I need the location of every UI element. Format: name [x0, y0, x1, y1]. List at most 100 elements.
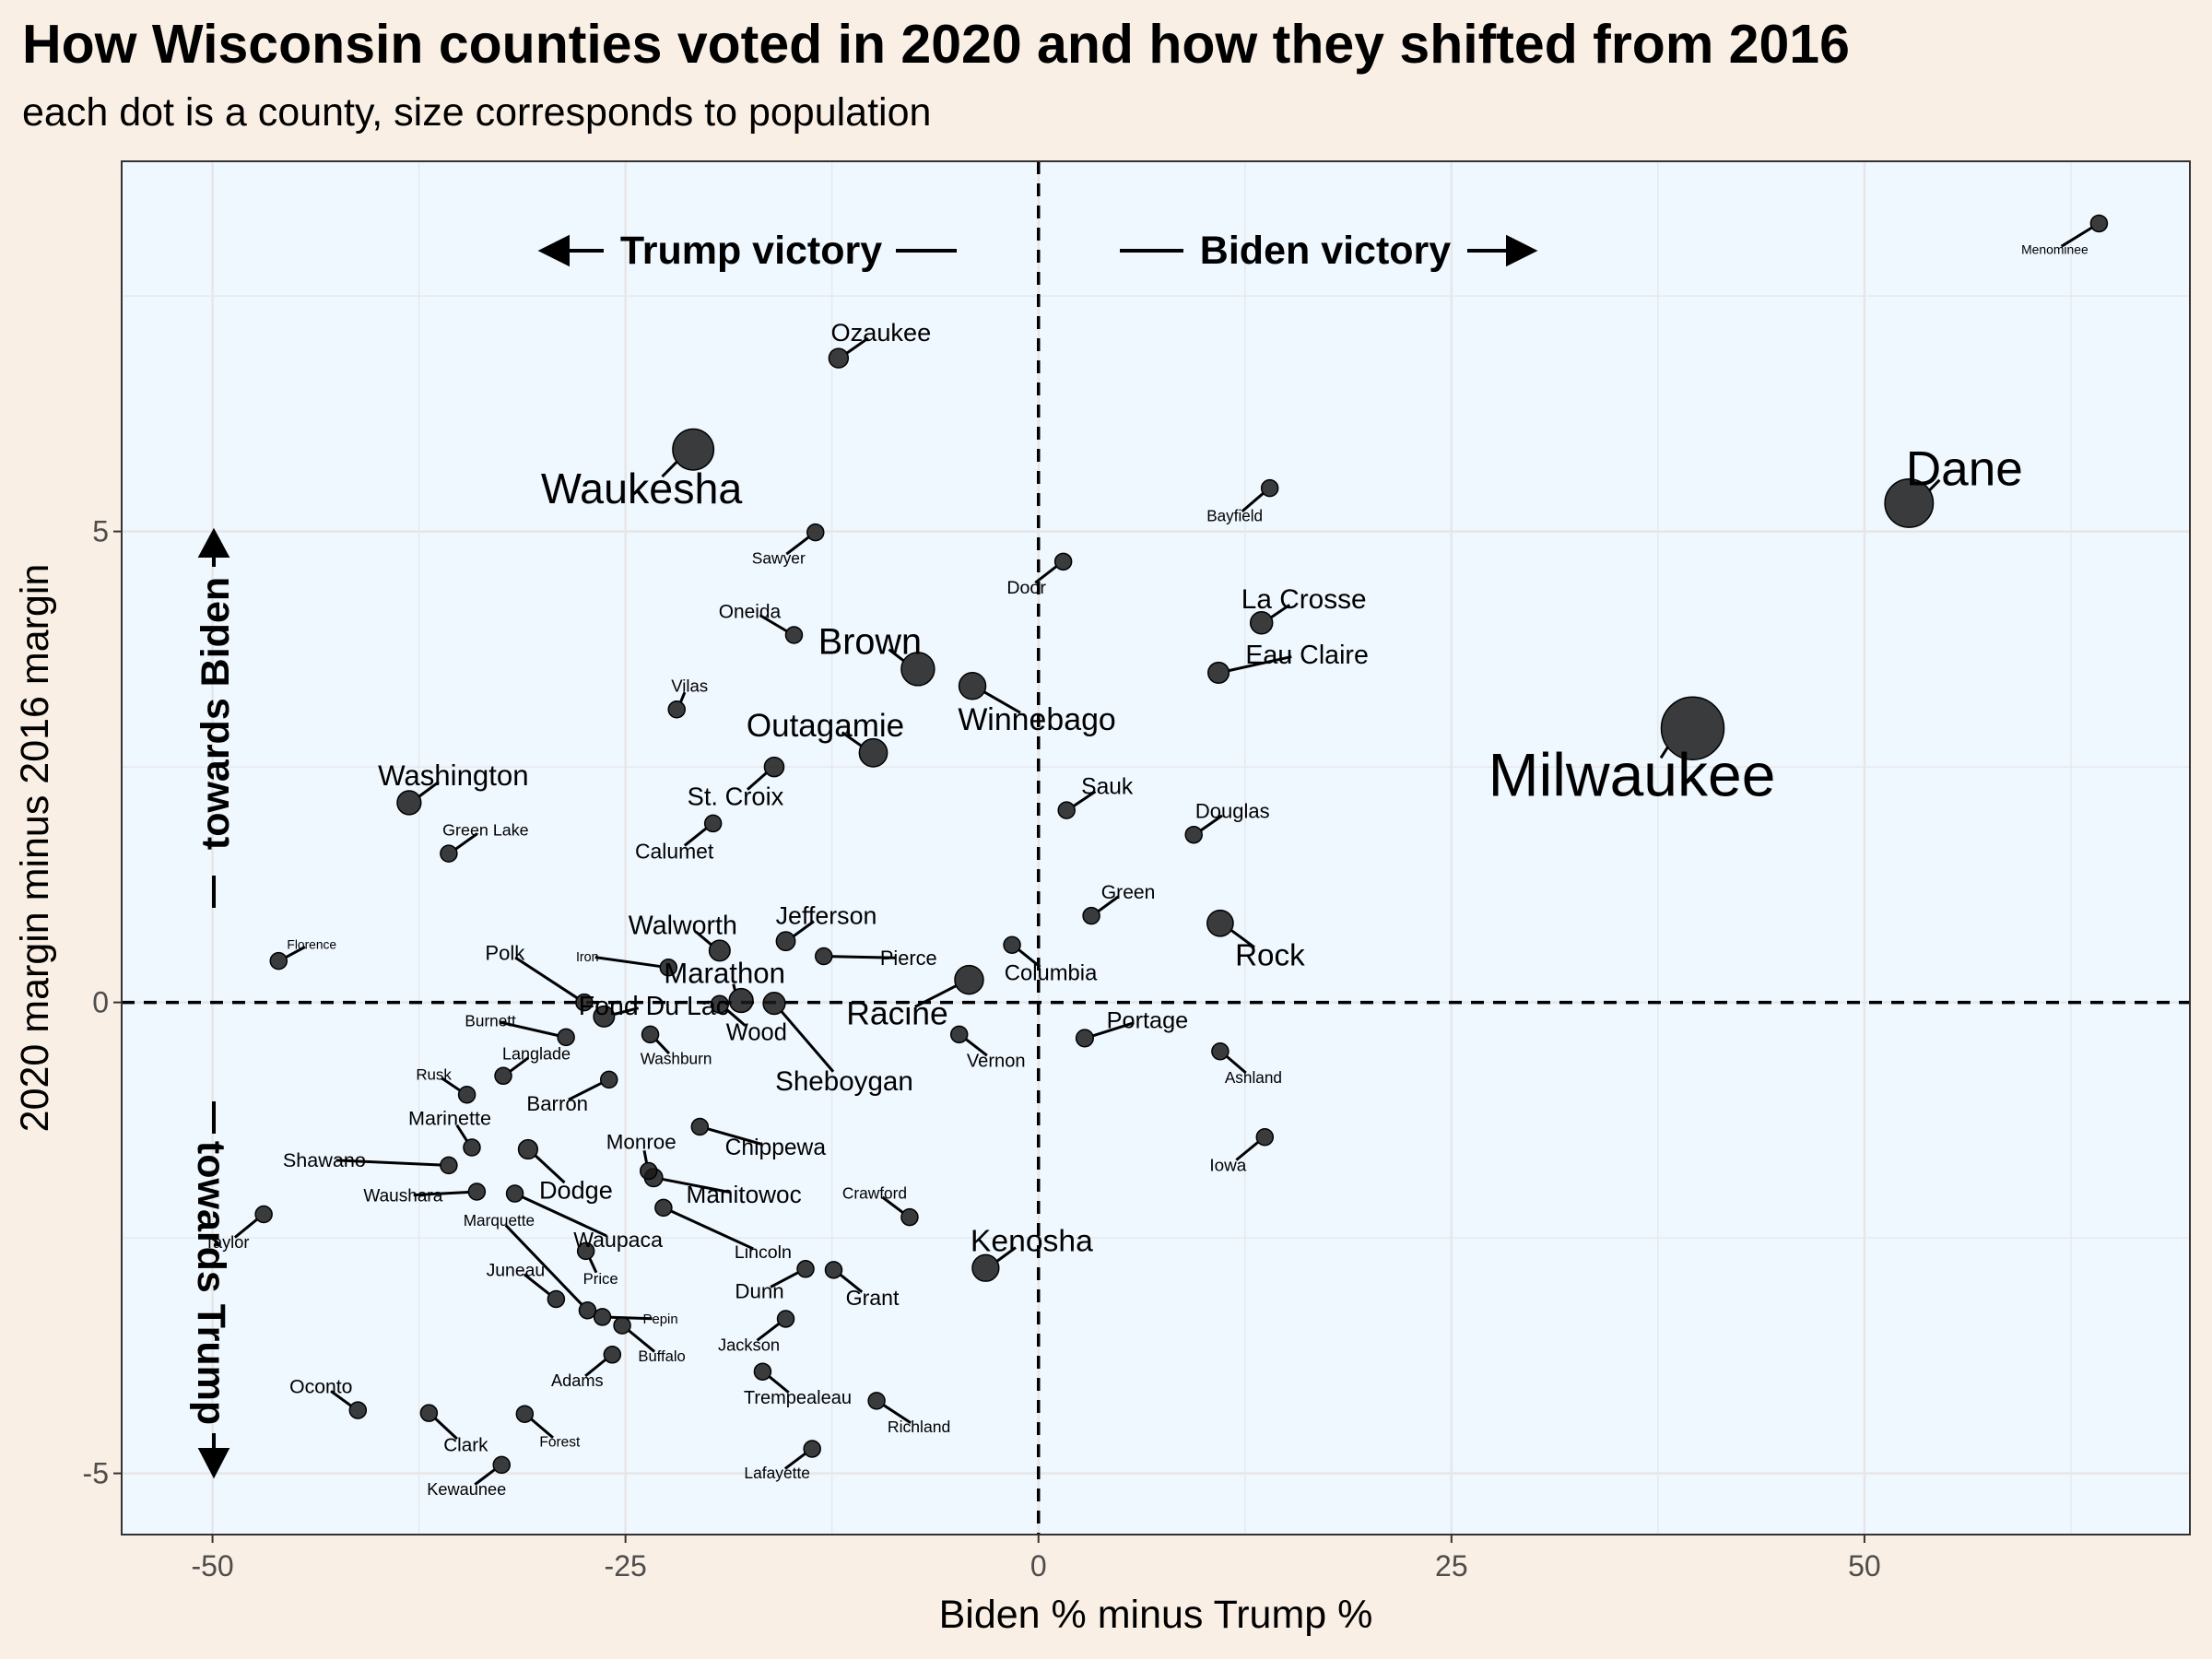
county-point-pepin — [593, 1308, 612, 1326]
label-leader-kenosha — [995, 1246, 1017, 1263]
label-leader-jackson — [756, 1322, 781, 1342]
county-label-jefferson: Jefferson — [776, 902, 877, 930]
label-leader-columbia — [1018, 948, 1041, 969]
county-point-shawano — [440, 1156, 458, 1175]
county-point-oconto — [348, 1401, 368, 1419]
county-label-columbia: Columbia — [1005, 961, 1098, 986]
county-label-green: Green — [1101, 882, 1156, 903]
county-label-washburn: Washburn — [641, 1049, 712, 1067]
county-point-sheboygan — [762, 991, 786, 1016]
county-point-washburn — [641, 1025, 660, 1044]
county-point-eau-claire — [1207, 661, 1230, 684]
annotations: Trump victory Biden victory towards Bide… — [189, 229, 1538, 1479]
county-label-rusk: Rusk — [416, 1066, 452, 1084]
county-label-kenosha: Kenosha — [971, 1224, 1093, 1259]
county-label-chippewa: Chippewa — [725, 1135, 827, 1160]
county-point-langlade — [494, 1066, 512, 1086]
county-label-winnebago: Winnebago — [958, 702, 1115, 737]
label-leader-iron — [594, 956, 661, 969]
county-point-iowa — [1255, 1127, 1275, 1147]
label-leader-marathon — [732, 983, 736, 991]
county-point-monroe — [640, 1161, 658, 1181]
county-point-washington — [396, 790, 422, 816]
county-label-green-lake: Green Lake — [442, 820, 529, 839]
label-leader-langlade — [509, 1056, 529, 1073]
county-label-polk: Polk — [485, 941, 525, 964]
county-label-rock: Rock — [1235, 938, 1305, 972]
label-leader-wood — [725, 1008, 747, 1027]
county-label-ozaukee: Ozaukee — [830, 318, 931, 347]
county-label-langlade: Langlade — [502, 1045, 571, 1064]
county-point-menominee — [2089, 214, 2109, 233]
towards-trump-arrowhead — [197, 1448, 230, 1479]
x-tick-label: -50 — [191, 1549, 233, 1583]
county-label-jackson: Jackson — [718, 1335, 780, 1354]
county-label-clark: Clark — [443, 1434, 488, 1455]
label-leader-brown — [888, 648, 905, 663]
label-leader-bayfield — [1241, 492, 1265, 512]
label-leader-jefferson — [793, 920, 815, 937]
label-leader-rusk — [441, 1077, 461, 1092]
county-point-la-crosse — [1249, 610, 1274, 635]
label-leader-washington — [418, 781, 440, 798]
chart-title: How Wisconsin counties voted in 2020 and… — [22, 14, 1850, 75]
label-leader-green — [1097, 895, 1120, 912]
county-point-waushara — [467, 1182, 487, 1201]
label-leader-st-croix — [747, 771, 768, 791]
county-point-bayfield — [1260, 478, 1279, 498]
label-leader-marinette — [455, 1124, 468, 1142]
county-point-waukesha — [672, 428, 715, 471]
y-tick-label: -5 — [83, 1457, 109, 1490]
county-label-grant: Grant — [846, 1286, 900, 1310]
county-point-lincoln — [654, 1198, 673, 1218]
county-label-dunn: Dunn — [735, 1280, 783, 1303]
label-leader-iowa — [1235, 1140, 1260, 1161]
trump-victory-annotation: Trump victory — [620, 229, 882, 273]
county-label-walworth: Walworth — [629, 911, 737, 940]
label-leader-dane — [1928, 478, 1941, 491]
county-point-calumet — [703, 814, 723, 833]
plot-border — [121, 160, 2191, 1535]
county-point-waupaca — [505, 1184, 524, 1203]
county-point-juneau — [547, 1289, 566, 1309]
county-point-lafayette — [803, 1440, 821, 1458]
county-points — [254, 214, 2109, 1475]
label-leader-pierce — [831, 955, 897, 959]
county-point-winnebago — [958, 671, 987, 700]
county-point-grant — [824, 1261, 843, 1279]
label-leader-chippewa — [707, 1127, 763, 1147]
y-axis-label: 2020 margin minus 2016 margin — [13, 564, 57, 1133]
label-leaders — [233, 226, 2093, 1486]
county-point-wood — [710, 994, 730, 1014]
county-label-vilas: Vilas — [671, 676, 708, 695]
county-label-calumet: Calumet — [635, 839, 714, 863]
x-tick-label: -25 — [605, 1549, 647, 1583]
county-label-iowa: Iowa — [1209, 1156, 1246, 1175]
county-label-oneida: Oneida — [719, 601, 782, 622]
label-leader-green-lake — [454, 832, 478, 851]
county-point-taylor — [254, 1205, 273, 1224]
county-point-vilas — [667, 700, 686, 719]
county-label-outagamie: Outagamie — [747, 708, 904, 744]
x-tick-label: 50 — [1848, 1549, 1881, 1583]
label-leader-rock — [1230, 929, 1255, 948]
county-point-kenosha — [971, 1253, 1000, 1282]
county-point-crawford — [900, 1207, 919, 1227]
county-label-lafayette: Lafayette — [744, 1464, 810, 1482]
county-label-brown: Brown — [818, 622, 922, 663]
axes: -50 -25 0 25 50-505 — [83, 515, 1881, 1583]
county-point-rock — [1206, 909, 1234, 937]
county-point-sawyer — [806, 523, 825, 542]
label-leader-sauk — [1073, 790, 1097, 807]
county-label-sawyer: Sawyer — [752, 549, 806, 568]
label-leader-dodge — [534, 1154, 566, 1184]
label-leader-washburn — [655, 1039, 671, 1055]
label-leader-taylor — [233, 1218, 258, 1239]
county-label-richland: Richland — [888, 1418, 950, 1436]
county-label-waukesha: Waukesha — [541, 465, 742, 512]
label-leader-dunn — [770, 1271, 799, 1288]
county-label-buffalo: Buffalo — [638, 1347, 685, 1365]
county-point-douglas — [1184, 825, 1203, 844]
county-label-douglas: Douglas — [1195, 799, 1270, 822]
